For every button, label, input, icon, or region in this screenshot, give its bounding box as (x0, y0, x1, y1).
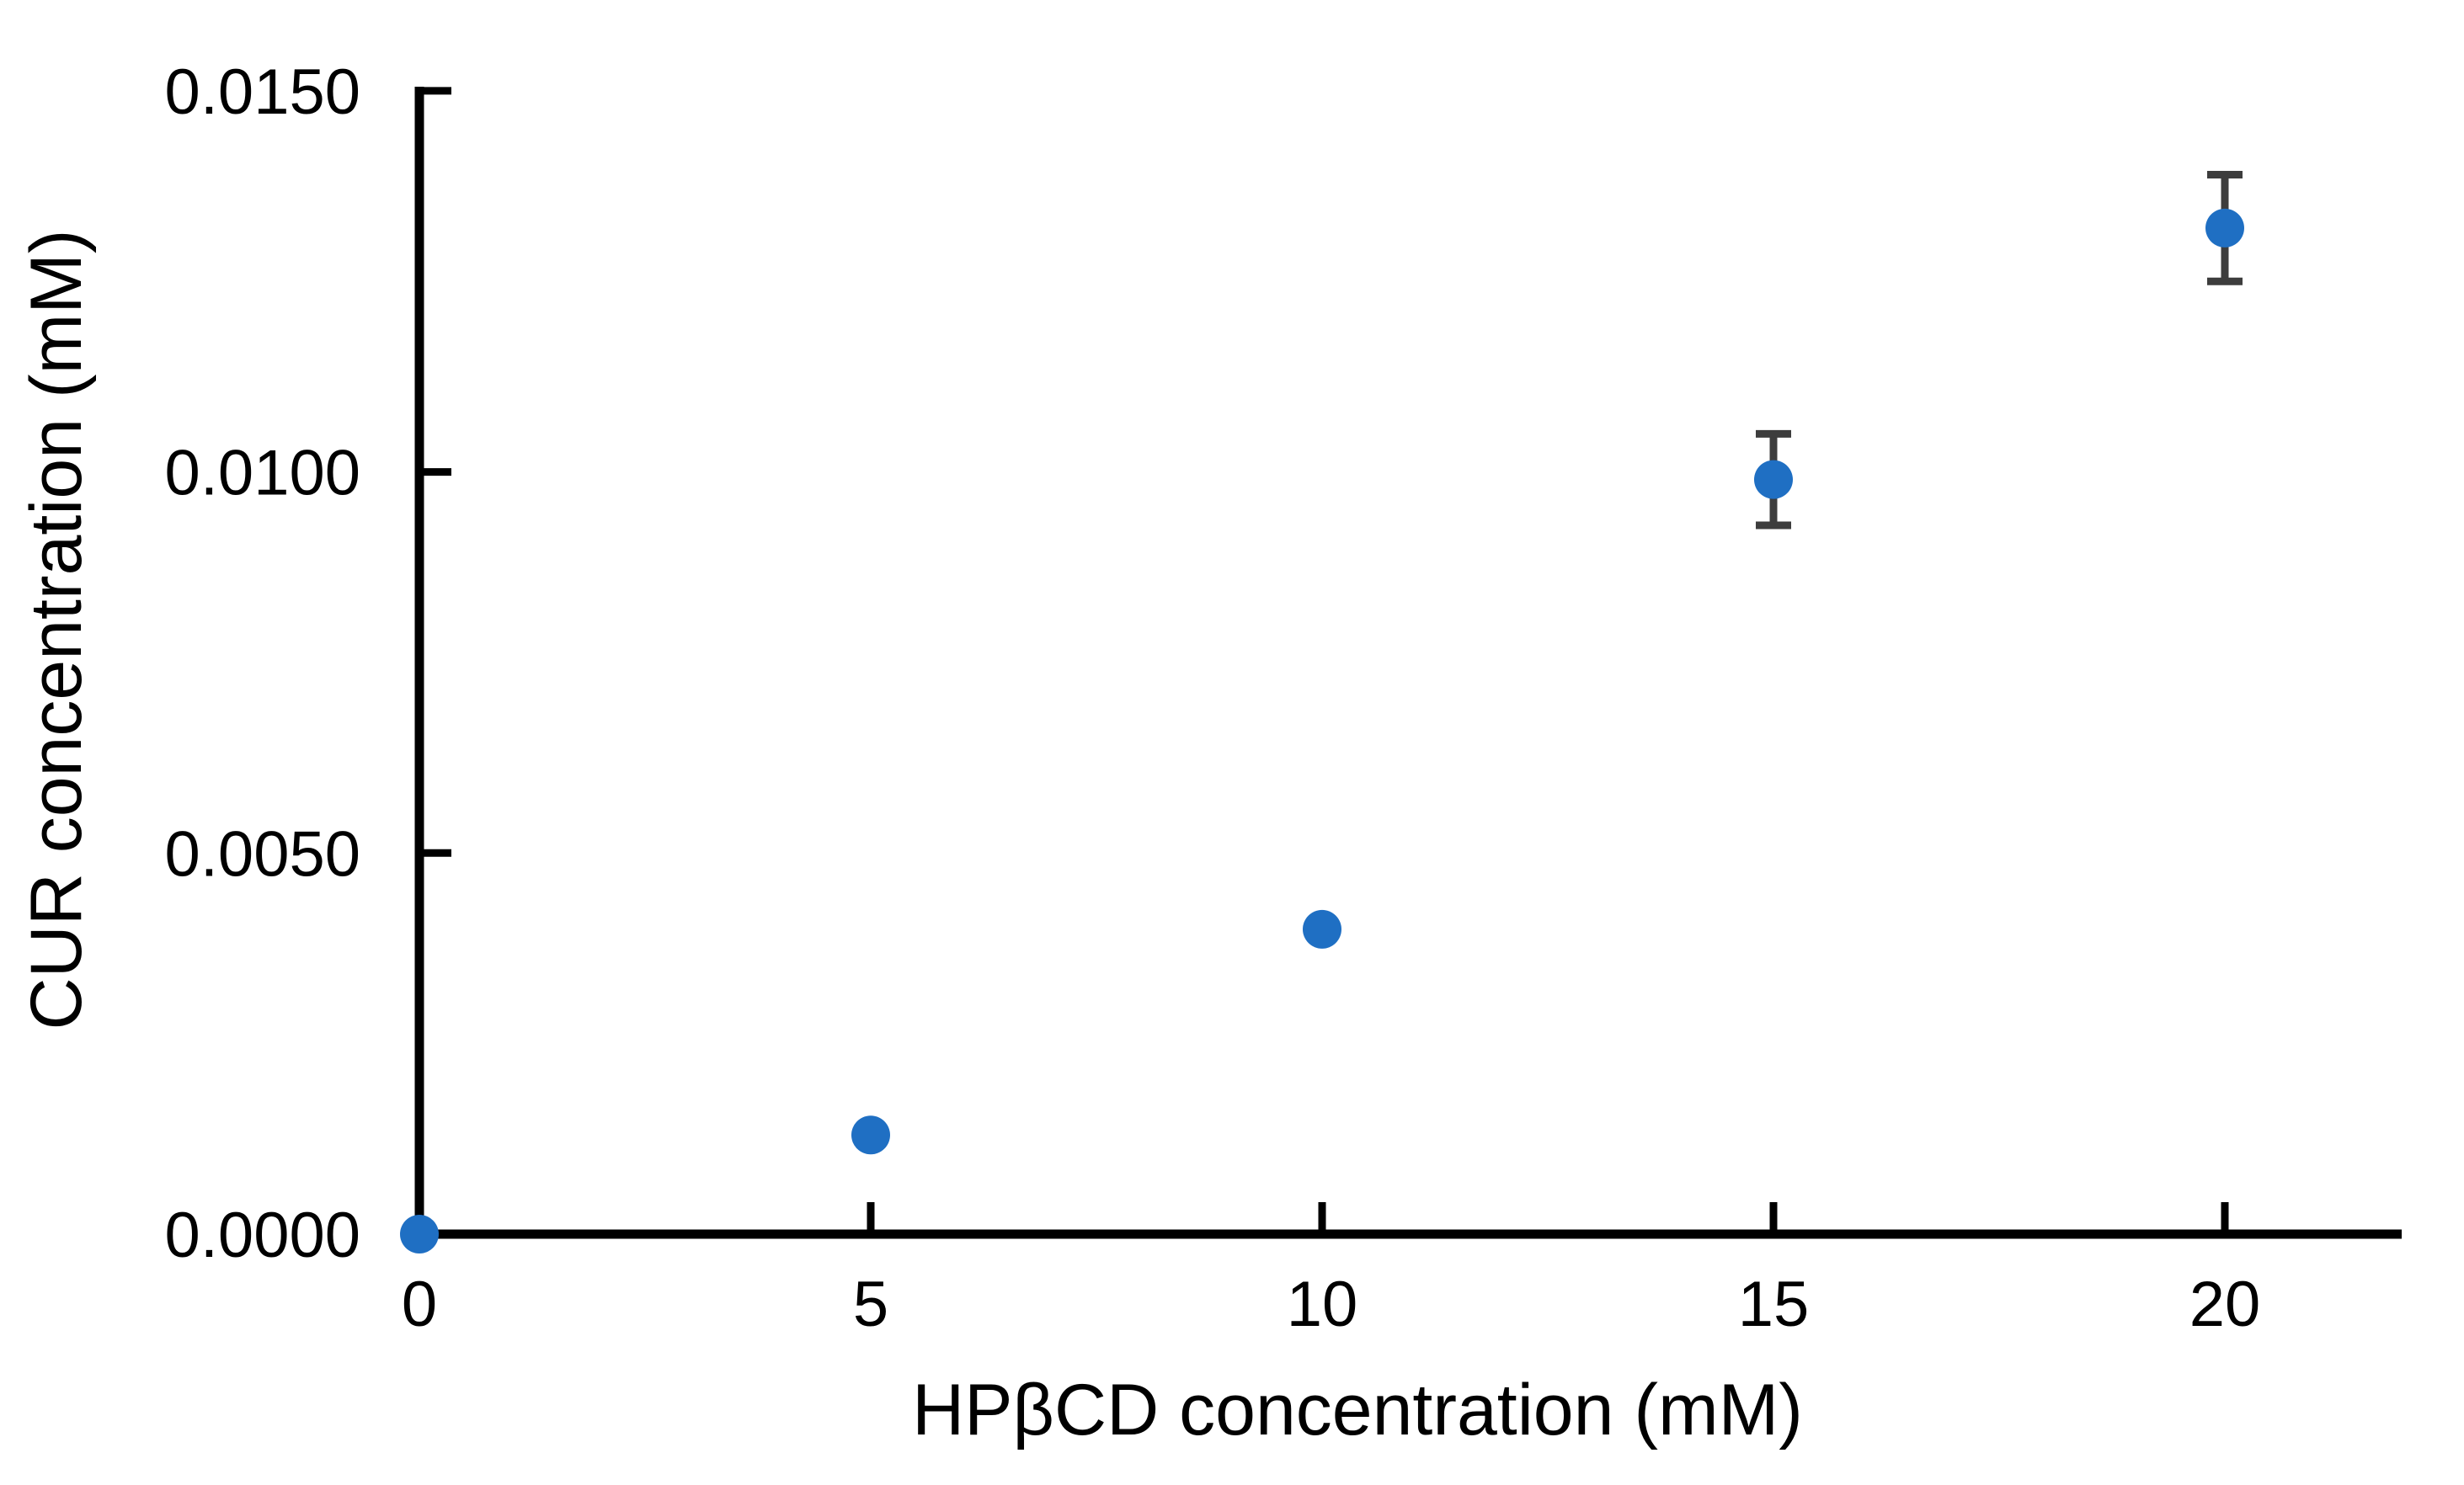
data-point (1754, 460, 1793, 499)
data-point (2205, 208, 2244, 248)
x-tick-label: 10 (1287, 1269, 1358, 1340)
y-tick-label: 0.0100 (165, 438, 360, 509)
y-tick-label: 0.0050 (165, 818, 360, 890)
x-axis-title: HPβCD concentration (mM) (912, 1370, 1803, 1450)
data-point (851, 1115, 890, 1155)
data-point (1303, 909, 1341, 949)
tick-layer (419, 87, 2229, 1234)
x-tick-label: 0 (402, 1269, 437, 1340)
y-tick-label: 0.0150 (165, 56, 360, 128)
axes-layer (414, 87, 2402, 1239)
x-tick-label: 20 (2189, 1269, 2261, 1340)
x-tick-label: 5 (853, 1269, 888, 1340)
error-bar-layer (1756, 170, 2243, 530)
x-tick-label: 15 (1738, 1269, 1810, 1340)
y-axis-title: CUR concentration (mM) (16, 230, 97, 1030)
y-tick-label: 0.0000 (165, 1200, 360, 1271)
data-point-layer (400, 208, 2244, 1253)
tick-label-layer: 0.0000 0.0050 0.0100 0.0150 0 5 10 15 20 (165, 56, 2261, 1340)
data-point (400, 1215, 439, 1253)
